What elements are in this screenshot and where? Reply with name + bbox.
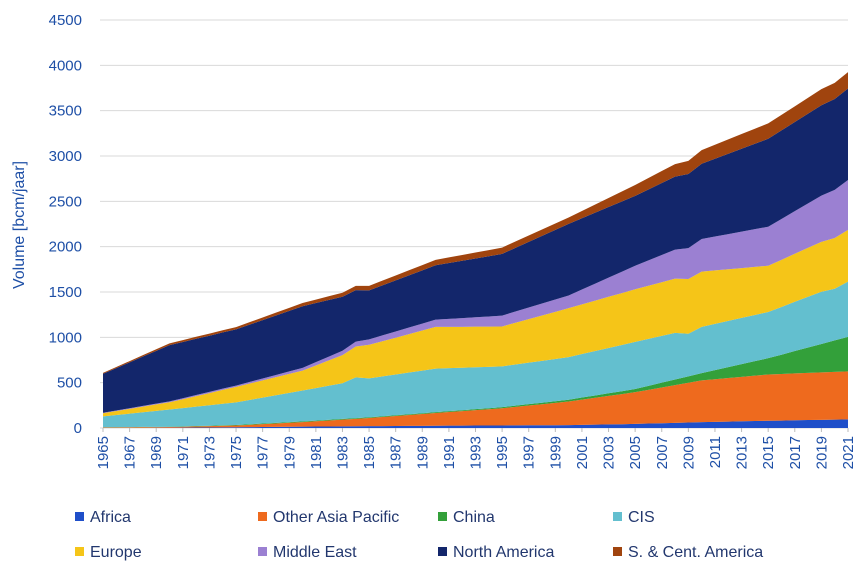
legend-label: CIS [628, 509, 655, 526]
x-tick-label: 1967 [122, 436, 139, 469]
y-tick-label: 3500 [49, 103, 82, 120]
x-tick-label: 1969 [148, 436, 165, 469]
area [103, 229, 848, 417]
x-tick-label: 1981 [308, 436, 325, 469]
legend-swatch [438, 547, 447, 556]
legend-swatch [75, 547, 84, 556]
x-tick-label: 2013 [734, 436, 751, 469]
area [103, 336, 848, 428]
x-tick-label: 2003 [601, 436, 618, 469]
y-tick-label: 3000 [49, 148, 82, 165]
y-tick-label: 500 [57, 375, 82, 392]
y-tick-label: 2500 [49, 193, 82, 210]
legend-label: Africa [90, 509, 131, 526]
x-tick-label: 1983 [334, 436, 351, 469]
legend-swatch [613, 512, 622, 521]
x-tick-label: 1973 [201, 436, 218, 469]
x-tick-label: 1977 [255, 436, 272, 469]
legend-swatch [258, 512, 267, 521]
x-tick-label: 1991 [441, 436, 458, 469]
x-tick-label: 1995 [494, 436, 511, 469]
x-tick-label: 1965 [95, 436, 112, 469]
legend-label: Middle East [273, 544, 357, 561]
axes: 0 500 1000 1500 2000 2500 3000 3500 4000 4500 1965… [49, 12, 857, 469]
x-tick-label: 1989 [414, 436, 431, 469]
x-tick-label: 1987 [388, 436, 405, 469]
y-tick-label: 4500 [49, 12, 82, 29]
y-axis-label: Volume [bcm/jaar] [11, 161, 28, 289]
y-tick-label: 0 [74, 420, 82, 437]
y-tick-label: 4000 [49, 57, 82, 74]
x-tick-label: 1997 [521, 436, 538, 469]
y-tick-label: 1500 [49, 284, 82, 301]
x-tick-label: 2005 [627, 436, 644, 469]
x-tick-label: 2009 [680, 436, 697, 469]
legend-label: China [453, 509, 495, 526]
area [103, 419, 848, 428]
legend-swatch [613, 547, 622, 556]
legend: Africa Other Asia Pacific China CIS Europe Mi… [75, 509, 763, 561]
x-tick-label: 2017 [787, 436, 804, 469]
area [103, 371, 848, 428]
x-tick-label: 1985 [361, 436, 378, 469]
area [103, 281, 848, 428]
areas [103, 72, 848, 428]
y-tick-label: 2000 [49, 239, 82, 256]
x-tick-label: 2001 [574, 436, 591, 469]
legend-swatch [75, 512, 84, 521]
y-tick-label: 1000 [49, 329, 82, 346]
x-tick-label: 1993 [468, 436, 485, 469]
legend-swatch [438, 512, 447, 521]
area [103, 88, 848, 413]
legend-label: Other Asia Pacific [273, 509, 399, 526]
x-tick-label: 2019 [813, 436, 830, 469]
legend-swatch [258, 547, 267, 556]
x-tick-label: 1975 [228, 436, 245, 469]
legend-label: North America [453, 544, 554, 561]
x-tick-label: 2011 [707, 436, 724, 468]
legend-label: S. & Cent. America [628, 544, 763, 561]
x-tick-label: 1971 [175, 436, 192, 469]
legend-label: Europe [90, 544, 142, 561]
x-tick-label: 1979 [281, 436, 298, 469]
x-tick-label: 1999 [547, 436, 564, 469]
x-tick-label: 2015 [760, 436, 777, 469]
x-tick-label: 2007 [654, 436, 671, 469]
x-tick-label: 2021 [840, 436, 857, 469]
